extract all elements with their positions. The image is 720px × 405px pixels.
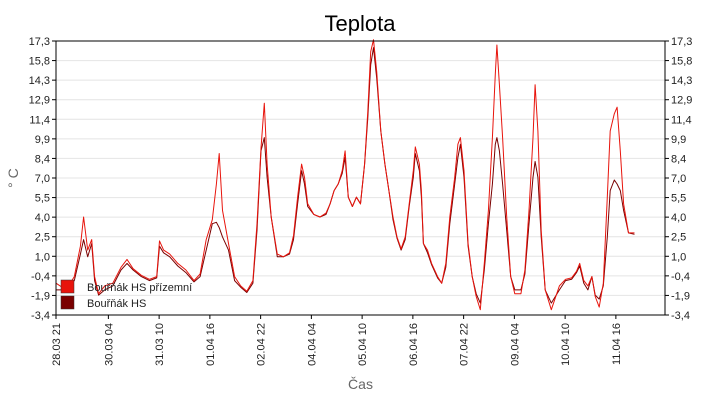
y-tick-label-right: 14,3 — [671, 75, 692, 87]
y-tick-label-right: 11,4 — [671, 114, 692, 126]
y-tick-label: 4,0 — [35, 212, 50, 224]
grid-lines — [56, 40, 665, 316]
y-tick-label-right: 8,4 — [671, 153, 686, 165]
y-axis-label: ° C — [5, 168, 21, 188]
y-tick-label-right: 2,5 — [671, 232, 686, 244]
x-tick-label: 30.03 04 — [103, 323, 115, 366]
y-tick-label-right: 5,5 — [671, 193, 686, 205]
y-tick-label: -1,9 — [31, 290, 50, 302]
y-tick-label-right: 15,8 — [671, 56, 692, 68]
y-tick-label: 15,8 — [29, 56, 50, 68]
y-tick-label: 2,5 — [35, 232, 50, 244]
y-tick-label: 9,9 — [35, 134, 50, 146]
y-tick-label: -0,4 — [31, 271, 50, 283]
legend-swatch — [60, 295, 75, 310]
legend-label: Bouřňák HS — [87, 298, 146, 310]
legend-label: Bouřňák HS přízemní — [87, 282, 192, 294]
x-tick-label: 01.04 16 — [205, 323, 217, 366]
x-tick-label: 31.03 10 — [154, 323, 166, 366]
x-tick-label: 07.04 22 — [459, 323, 471, 366]
x-axis: 28.03 21 30.03 04 31.03 10 01.04 16 02.04 22… — [51, 315, 623, 366]
y-tick-label: 7,0 — [35, 173, 50, 185]
chart-title: Teplota — [325, 11, 397, 36]
legend: Bouřňák HS přízemní Bouřňák HS — [60, 279, 192, 310]
x-axis-label: Čas — [348, 376, 373, 392]
y-axis-left: 17,3 15,8 14,3 12,9 11,4 9,9 8,4 7,0 5,5 4,0 2,5 1,… — [29, 36, 56, 322]
series-line-0 — [55, 39, 635, 311]
y-tick-label-right: 4,0 — [671, 212, 686, 224]
y-tick-label: 8,4 — [35, 153, 50, 165]
x-tick-label: 04.04 04 — [306, 323, 318, 366]
x-tick-label: 28.03 21 — [51, 323, 63, 366]
y-tick-label-right: -1,9 — [671, 290, 690, 302]
series-line-1 — [56, 47, 635, 304]
y-tick-label: 1,0 — [35, 251, 50, 263]
y-tick-label-right: 9,9 — [671, 134, 686, 146]
y-tick-label-right: 1,0 — [671, 251, 686, 263]
series-layer — [55, 39, 635, 311]
legend-swatch — [60, 279, 75, 294]
x-tick-label: 06.04 16 — [408, 323, 420, 366]
y-tick-label: -3,4 — [31, 310, 50, 322]
y-tick-label: 14,3 — [29, 75, 50, 87]
y-tick-label-right: -0,4 — [671, 271, 690, 283]
y-tick-label-right: 7,0 — [671, 173, 686, 185]
x-tick-label: 10.04 10 — [560, 323, 572, 366]
y-tick-label: 17,3 — [29, 36, 50, 48]
y-tick-label-right: -3,4 — [671, 310, 690, 322]
x-tick-label: 09.04 04 — [509, 323, 521, 366]
x-tick-label: 11.04 16 — [611, 323, 623, 365]
y-tick-label: 5,5 — [35, 193, 50, 205]
y-axis-right: 17,3 15,8 14,3 12,9 11,4 9,9 8,4 7,0 5,5 4,0 2,5 1,… — [665, 36, 692, 322]
x-tick-label: 02.04 22 — [256, 323, 268, 366]
y-tick-label: 11,4 — [29, 114, 50, 126]
y-tick-label-right: 12,9 — [671, 95, 692, 107]
x-tick-label: 05.04 10 — [357, 323, 369, 366]
y-tick-label: 12,9 — [29, 95, 50, 107]
y-tick-label-right: 17,3 — [671, 36, 692, 48]
